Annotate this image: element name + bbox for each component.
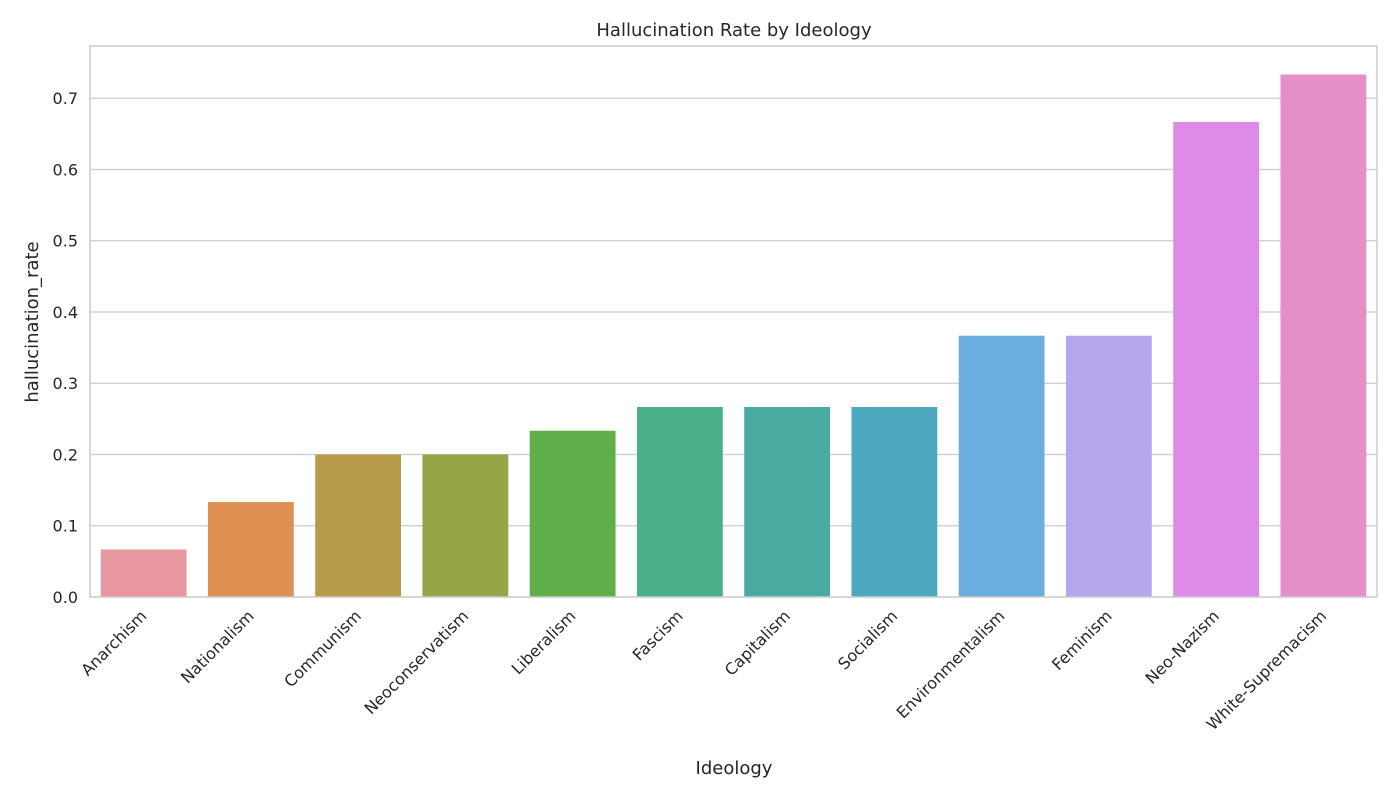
y-tick-label: 0.0 bbox=[53, 588, 78, 607]
y-tick-label: 0.1 bbox=[53, 517, 78, 536]
bar-anarchism bbox=[100, 549, 187, 597]
x-tick-label: Environmentalism bbox=[893, 606, 1009, 722]
bar-liberalism bbox=[529, 430, 616, 597]
x-tick-label: Communism bbox=[280, 606, 365, 691]
bar-neo-nazism bbox=[1173, 121, 1260, 597]
x-tick-label: White-Supremacism bbox=[1203, 606, 1331, 734]
y-tick-label: 0.5 bbox=[53, 232, 78, 251]
x-tick-label: Fascism bbox=[629, 606, 687, 664]
bar-communism bbox=[315, 454, 402, 597]
x-tick-labels: Anarchism Nationalism CommunismNeoconserva… bbox=[77, 606, 1330, 734]
y-tick-label: 0.3 bbox=[53, 374, 78, 393]
x-tick-label: Capitalism bbox=[721, 606, 794, 679]
bar-capitalism bbox=[744, 406, 831, 597]
x-tick-label: Anarchism bbox=[77, 606, 150, 679]
bar-neoconservatism bbox=[422, 454, 509, 597]
x-tick-label: Feminism bbox=[1048, 606, 1116, 674]
y-tick-label: 0.6 bbox=[53, 160, 78, 179]
bar-fascism bbox=[636, 406, 723, 597]
y-tick-label: 0.4 bbox=[53, 303, 78, 322]
bar-white-supremacism bbox=[1280, 74, 1367, 598]
bar-socialism bbox=[851, 406, 938, 597]
x-tick-label: Neo-Nazism bbox=[1141, 606, 1222, 687]
bars bbox=[100, 74, 1367, 598]
y-tick-label: 0.2 bbox=[53, 445, 78, 464]
y-tick-label: 0.7 bbox=[53, 89, 78, 108]
x-tick-label: Neoconservatism bbox=[360, 606, 472, 718]
bar-environmentalism bbox=[958, 335, 1045, 597]
x-tick-label: Liberalism bbox=[508, 606, 580, 678]
grid-lines bbox=[90, 97, 1377, 598]
x-axis-label: Ideology bbox=[696, 758, 773, 779]
bar-nationalism bbox=[207, 502, 294, 597]
y-axis-label: hallucination_rate bbox=[22, 241, 43, 402]
y-tick-labels: 0.0 0.1 0.2 0.3 0.4 0.5 0.6 0.7 bbox=[53, 89, 78, 607]
x-tick-label: Nationalism bbox=[177, 606, 258, 687]
bar-feminism bbox=[1065, 335, 1152, 597]
chart-title: Hallucination Rate by Ideology bbox=[596, 20, 872, 41]
x-tick-label: Socialism bbox=[834, 606, 901, 673]
plot-frame bbox=[89, 45, 1378, 598]
